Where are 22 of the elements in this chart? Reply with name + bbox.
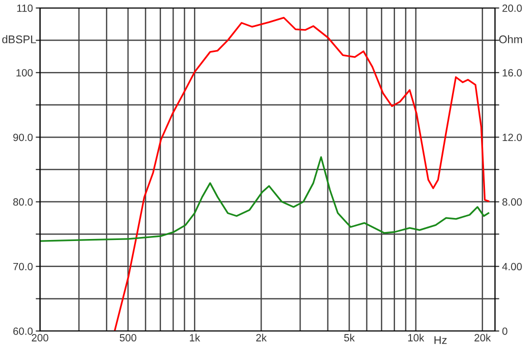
- y-tick-label: 60.0: [13, 328, 33, 335]
- x-tick-label: 20k: [474, 334, 491, 342]
- x-tick-label: 10k: [408, 334, 424, 342]
- y2-tick-label: 20.0: [502, 4, 522, 12]
- y-tick-label: 80.0: [13, 198, 33, 206]
- y-tick-label: 110: [17, 4, 33, 12]
- y-tick-label: 100: [16, 69, 33, 76]
- y2-tick-label: 8.00: [502, 198, 522, 206]
- y-axis-title: dBSPL: [2, 35, 36, 44]
- y2-tick-label: 0: [502, 328, 508, 335]
- x-tick-label: 2k: [256, 334, 267, 342]
- y2-tick-label: 4.00: [502, 262, 522, 270]
- y-tick-label: 90.0: [13, 134, 33, 142]
- x-tick-label: 500: [120, 334, 136, 342]
- y2-axis-title: Ohm: [499, 35, 522, 44]
- x-tick-label: 1k: [190, 334, 200, 342]
- y2-tick-label: 16.0: [502, 69, 522, 76]
- x-axis-title: Hz: [434, 336, 447, 344]
- y2-tick-label: 12.0: [502, 134, 522, 142]
- x-tick-label: 200: [32, 334, 48, 342]
- y-tick-label: 70.0: [13, 262, 33, 270]
- x-tick-label: 5k: [344, 334, 355, 342]
